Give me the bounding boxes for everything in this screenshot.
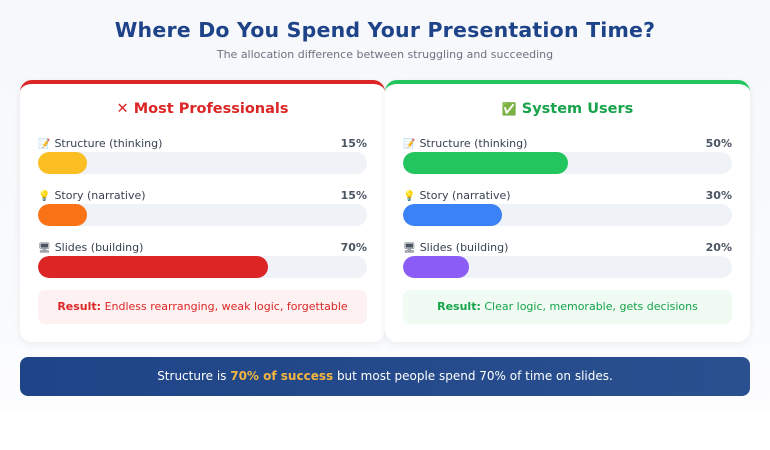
progress-track <box>38 152 367 174</box>
row-percent: 50% <box>705 137 732 150</box>
row-percent: 70% <box>340 241 367 254</box>
insight-banner: Structure is 70% of success but most peo… <box>20 357 750 396</box>
row-label: 📝 Structure (thinking) <box>403 137 528 150</box>
result-box: Result: Clear logic, memorable, gets dec… <box>403 290 732 324</box>
row-label: 💡 Story (narrative) <box>38 189 146 202</box>
row-label: 💡 Story (narrative) <box>403 189 511 202</box>
monitor-icon: 🖥 <box>38 243 51 254</box>
progress-fill <box>38 152 88 174</box>
banner-suffix: but most people spend 70% of time on sli… <box>333 369 613 383</box>
progress-track <box>403 256 732 278</box>
card-title-text: Most Professionals <box>133 101 289 117</box>
progress-fill <box>38 204 88 226</box>
card-title-text: System Users <box>521 101 634 117</box>
progress-fill <box>403 256 469 278</box>
row-label: 🖥 Slides (building) <box>38 241 144 254</box>
check-icon: ✅ <box>501 102 517 116</box>
monitor-icon: 🖥 <box>403 243 416 254</box>
result-box: Result: Endless rearranging, weak logic,… <box>38 290 367 324</box>
row-percent: 15% <box>340 189 367 202</box>
card-title: ✕ Most Professionals <box>20 101 385 117</box>
result-label: Result: <box>57 300 102 313</box>
page-subtitle: The allocation difference between strugg… <box>216 48 554 61</box>
progress-track <box>38 256 367 278</box>
progress-fill <box>403 152 568 174</box>
banner-prefix: Structure is <box>157 369 231 383</box>
memo-icon: 📝 <box>403 139 416 150</box>
progress-fill <box>38 256 269 278</box>
banner-highlight: 70% of success <box>230 369 334 383</box>
row-label: 📝 Structure (thinking) <box>38 137 163 150</box>
memo-icon: 📝 <box>38 139 51 150</box>
result-label: Result: <box>437 300 481 313</box>
card-most-professionals: ✕ Most Professionals 📝 Structure (thinkin… <box>20 80 385 342</box>
progress-track <box>403 152 732 174</box>
row-percent: 15% <box>340 137 367 150</box>
progress-fill <box>403 204 502 226</box>
progress-track <box>403 204 732 226</box>
card-title: ✅ System Users <box>385 101 750 117</box>
row-percent: 20% <box>705 241 732 254</box>
card-system-users: ✅ System Users 📝 Structure (thinking) 50%… <box>385 80 750 342</box>
progress-track <box>38 204 367 226</box>
row-label: 🖥 Slides (building) <box>403 241 509 254</box>
lightbulb-icon: 💡 <box>403 191 416 202</box>
row-percent: 30% <box>705 189 732 202</box>
result-text: Endless rearranging, weak logic, forgett… <box>104 300 348 313</box>
result-text: Clear logic, memorable, gets decisions <box>484 300 698 313</box>
page-title: Where Do You Spend Your Presentation Tim… <box>114 18 656 42</box>
cross-icon: ✕ <box>116 101 129 117</box>
lightbulb-icon: 💡 <box>38 191 51 202</box>
